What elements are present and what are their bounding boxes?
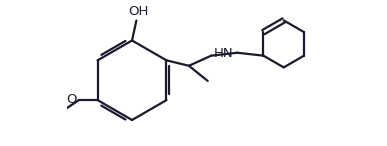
Text: O: O xyxy=(67,93,77,106)
Text: OH: OH xyxy=(128,5,148,18)
Text: HN: HN xyxy=(214,47,234,60)
